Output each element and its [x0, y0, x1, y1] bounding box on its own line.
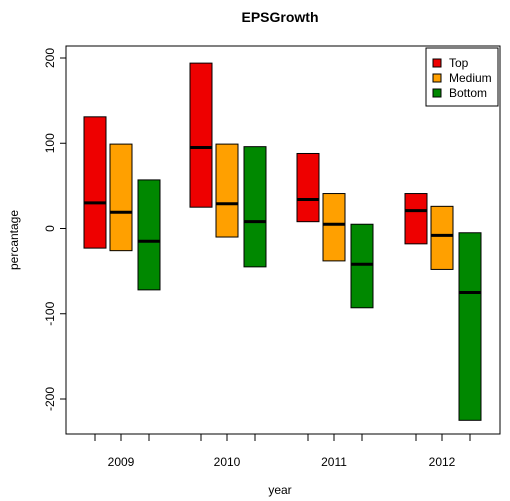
- box-top-2009: [83, 116, 107, 249]
- legend-swatch-top: [432, 58, 442, 68]
- legend-label-medium: Medium: [449, 71, 492, 85]
- legend-swatch-medium: [432, 73, 442, 83]
- box-top-2012: [404, 193, 428, 245]
- x-tick-label-2011: 2011: [321, 455, 347, 469]
- box-top-2011: [296, 152, 320, 223]
- box-bottom-2010: [243, 146, 267, 268]
- y-tick-label: 0: [43, 225, 57, 232]
- x-axis: 2009 2010 2011 2012: [94, 434, 471, 469]
- y-axis: -200 -100 0 100 200: [43, 48, 66, 411]
- y-tick-label: -200: [43, 387, 57, 411]
- box-medium-2012: [430, 205, 454, 270]
- y-axis-title: percantage: [7, 210, 21, 270]
- x-tick-label-2012: 2012: [429, 455, 456, 469]
- legend-swatch-bottom: [432, 88, 442, 98]
- y-tick-label: 200: [43, 48, 57, 68]
- box-bottom-2012: [458, 232, 482, 421]
- box-bottom-2011: [350, 223, 374, 309]
- boxes-layer: [83, 62, 482, 421]
- box-bottom-2009: [137, 179, 161, 291]
- x-tick-label-2009: 2009: [108, 455, 135, 469]
- y-tick-label: 100: [43, 133, 57, 153]
- box-medium-2011: [322, 193, 346, 262]
- x-axis-title: year: [268, 483, 291, 497]
- chart-title: EPSGrowth: [241, 9, 318, 25]
- legend-label-bottom: Bottom: [449, 86, 487, 100]
- box-top-2010: [189, 62, 213, 208]
- legend-label-top: Top: [449, 56, 469, 70]
- x-tick-label-2010: 2010: [214, 455, 241, 469]
- box-medium-2010: [215, 143, 239, 238]
- plot-frame: [65, 45, 501, 435]
- box-medium-2009: [109, 143, 133, 252]
- y-tick-label: -100: [43, 301, 57, 325]
